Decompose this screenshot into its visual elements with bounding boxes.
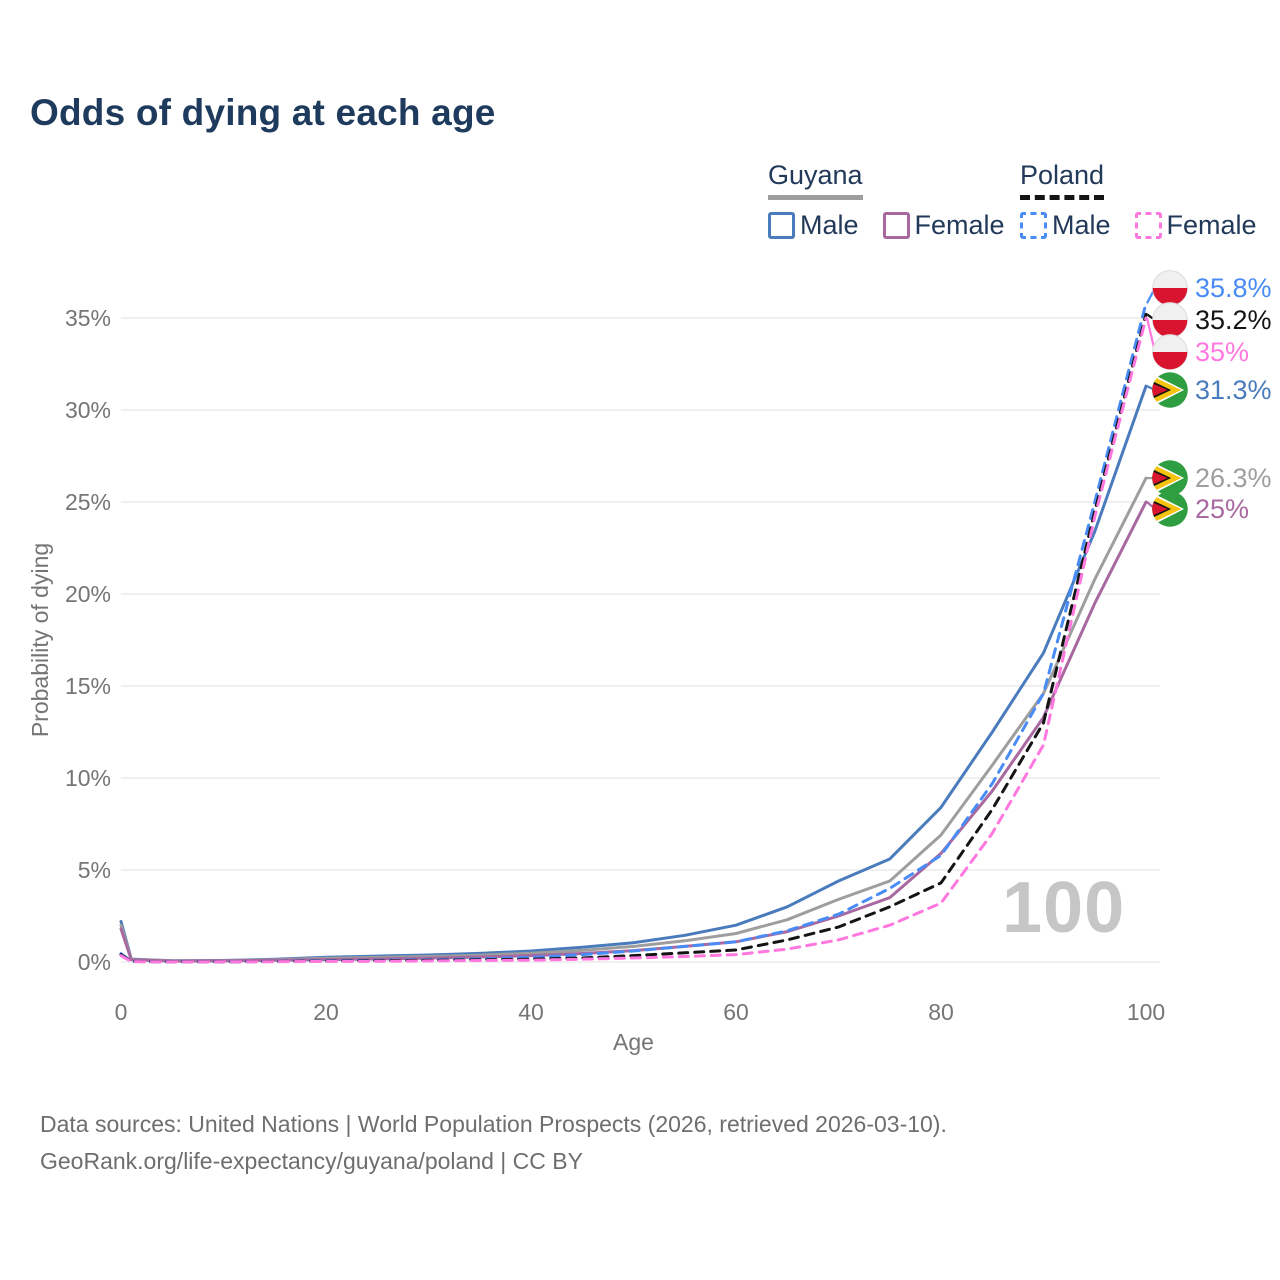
x-tick-label: 20 — [313, 999, 339, 1025]
guyana-flag-icon — [1152, 372, 1188, 408]
series-line-5 — [119, 316, 1148, 964]
legend-group-guyana: Guyana Male Female — [768, 160, 1005, 241]
guyana-male-swatch-icon[interactable] — [768, 212, 795, 239]
poland-flag-icon — [1152, 302, 1188, 338]
y-tick-label: 35% — [65, 305, 111, 331]
end-label-guyana-both: 26.3% — [1152, 460, 1272, 496]
series-line-1 — [119, 476, 1148, 963]
poland-female-swatch-icon[interactable] — [1134, 212, 1162, 239]
x-axis-title: Age — [613, 1029, 654, 1055]
x-tick-label: 60 — [723, 999, 749, 1025]
x-tick-label: 100 — [1127, 999, 1165, 1025]
y-tick-label: 20% — [65, 581, 111, 607]
guyana-flag-icon — [1152, 460, 1188, 496]
x-tick-label: 40 — [518, 999, 544, 1025]
legend-label: Male — [800, 210, 859, 240]
y-tick-label: 0% — [78, 949, 111, 975]
poland-flag-icon — [1152, 270, 1188, 306]
end-label-value: 31.3% — [1195, 374, 1272, 405]
end-label-value: 26.3% — [1195, 462, 1272, 493]
data-sources-line1: Data sources: United Nations | World Pop… — [40, 1111, 947, 1137]
x-tick-label: 0 — [115, 999, 128, 1025]
end-label-guyana-female: 25% — [1152, 491, 1249, 527]
end-label-poland-female: 35% — [1152, 334, 1249, 370]
y-tick-label: 10% — [65, 765, 111, 791]
legend-group-poland: Poland Male Female — [1020, 160, 1257, 241]
end-label-guyana-male: 31.3% — [1152, 372, 1272, 408]
series-line-4 — [119, 312, 1148, 964]
guyana-female-swatch-icon[interactable] — [882, 212, 910, 239]
end-label-poland-male: 35.8% — [1152, 270, 1272, 306]
y-tick-label: 15% — [65, 673, 111, 699]
end-label-value: 35.8% — [1195, 272, 1272, 303]
guyana-flag-icon — [1152, 491, 1188, 527]
y-tick-label: 25% — [65, 489, 111, 515]
legend-label: Female — [914, 210, 1005, 240]
legend-label: Female — [1166, 210, 1257, 240]
end-label-poland-both: 35.2% — [1152, 302, 1272, 338]
legend-item-guyana-female[interactable]: Female — [882, 210, 1005, 241]
page-title: Odds of dying at each age — [30, 92, 496, 133]
hovered-age-watermark: 100 — [1002, 868, 1126, 948]
legend-item-guyana-male[interactable]: Male — [768, 210, 859, 241]
end-label-value: 35% — [1195, 336, 1250, 367]
y-axis-title: Probability of dying — [27, 543, 53, 737]
series-line-3 — [119, 301, 1148, 964]
legend-label: Male — [1052, 210, 1111, 240]
end-label-value: 25% — [1195, 493, 1250, 524]
legend-item-poland-female[interactable]: Female — [1134, 210, 1257, 241]
poland-flag-icon — [1152, 334, 1188, 370]
legend-item-poland-male[interactable]: Male — [1020, 210, 1111, 241]
x-tick-label: 80 — [928, 999, 954, 1025]
series-line-0 — [119, 384, 1148, 963]
y-tick-label: 5% — [78, 857, 111, 883]
legend-heading-guyana: Guyana — [768, 160, 863, 200]
data-sources: Data sources: United Nations | World Pop… — [40, 1106, 947, 1180]
poland-male-swatch-icon[interactable] — [1020, 212, 1047, 239]
data-sources-line2: GeoRank.org/life-expectancy/guyana/polan… — [40, 1147, 583, 1174]
y-tick-label: 30% — [65, 397, 111, 423]
end-label-value: 35.2% — [1195, 304, 1272, 335]
legend-heading-poland: Poland — [1020, 160, 1105, 200]
